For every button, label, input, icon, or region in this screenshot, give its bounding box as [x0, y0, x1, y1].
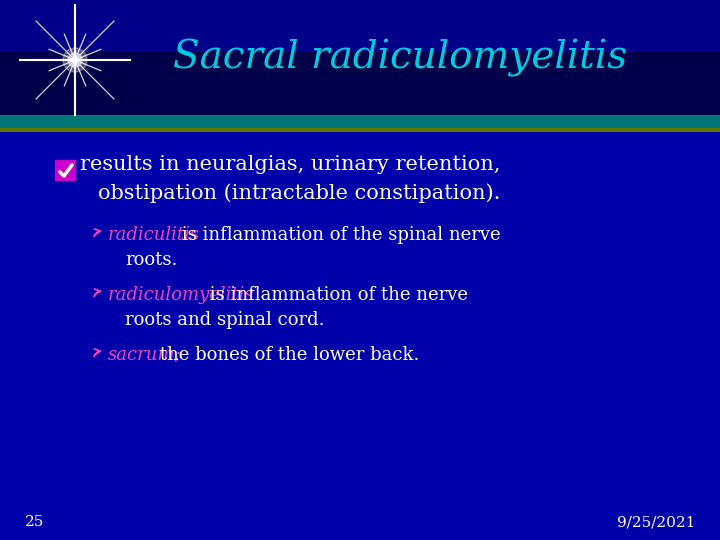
FancyBboxPatch shape — [0, 0, 720, 115]
FancyBboxPatch shape — [0, 128, 720, 132]
Text: radiculitis: radiculitis — [108, 226, 200, 244]
Text: is inflammation of the spinal nerve: is inflammation of the spinal nerve — [176, 226, 501, 244]
Circle shape — [63, 48, 87, 72]
FancyBboxPatch shape — [0, 132, 720, 540]
Text: radiculomyelitis: radiculomyelitis — [108, 286, 255, 304]
Text: 9/25/2021: 9/25/2021 — [616, 515, 695, 529]
Circle shape — [72, 57, 78, 63]
Text: the bones of the lower back.: the bones of the lower back. — [153, 346, 419, 364]
FancyBboxPatch shape — [0, 115, 720, 129]
FancyBboxPatch shape — [55, 160, 75, 180]
Text: Sacral radiculomyelitis: Sacral radiculomyelitis — [173, 39, 627, 77]
Text: obstipation (intractable constipation).: obstipation (intractable constipation). — [98, 183, 500, 203]
Text: sacrum;: sacrum; — [108, 346, 181, 364]
FancyBboxPatch shape — [0, 52, 720, 115]
Text: results in neuralgias, urinary retention,: results in neuralgias, urinary retention… — [80, 156, 500, 174]
Text: 25: 25 — [25, 515, 45, 529]
Circle shape — [68, 53, 82, 67]
Text: roots.: roots. — [125, 251, 177, 269]
Text: roots and spinal cord.: roots and spinal cord. — [125, 311, 325, 329]
Text: is inflammation of the nerve: is inflammation of the nerve — [204, 286, 468, 304]
